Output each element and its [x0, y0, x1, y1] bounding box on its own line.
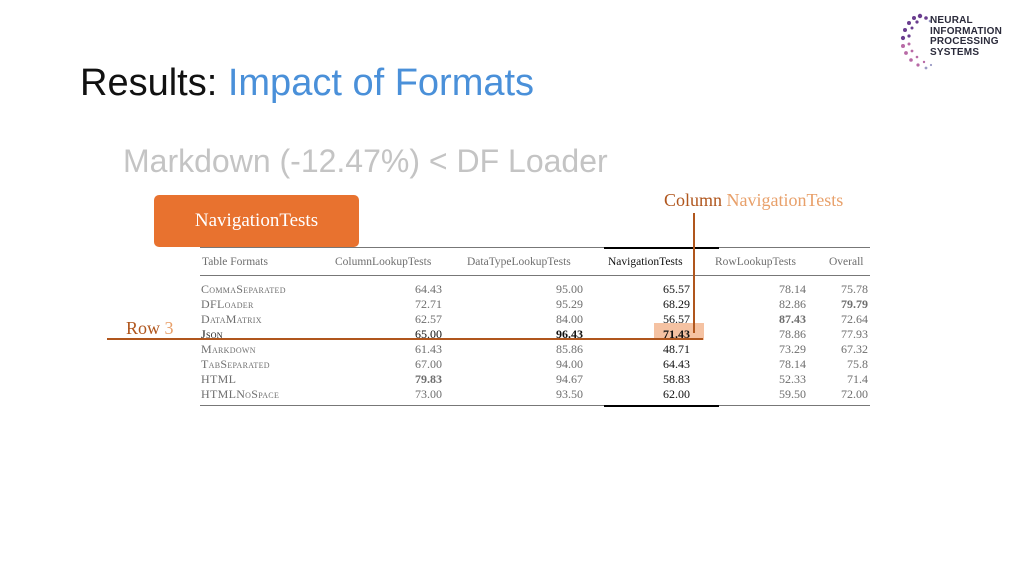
row-format: CommaSeparated	[201, 282, 286, 296]
logo-line: SYSTEMS	[930, 46, 980, 58]
cell-column-lookup: 73.00	[415, 387, 442, 401]
table-header: Table Formats	[202, 256, 268, 268]
cell-column-lookup: 65.00	[415, 327, 442, 341]
cell-column-lookup: 67.00	[415, 357, 442, 371]
page-title: Results: Impact of Formats	[80, 58, 534, 108]
table-header: NavigationTests	[608, 256, 683, 268]
cell-navigation: 62.00	[663, 387, 690, 401]
title-accent: Impact of Formats	[227, 62, 535, 104]
table-header: RowLookupTests	[715, 256, 796, 268]
logo-line: INFORMATION	[930, 25, 1003, 37]
row-format: HTMLNoSpace	[201, 387, 280, 401]
cell-row-lookup: 78.14	[779, 282, 806, 296]
cell-overall: 77.93	[841, 327, 868, 341]
navigation-column-bottom-border	[604, 405, 719, 407]
table-row: CommaSeparated 64.43 95.00 65.57 78.14 7…	[200, 282, 870, 297]
cell-row-lookup: 78.86	[779, 327, 806, 341]
title-prefix: Results:	[80, 62, 218, 104]
table-bottom-rule	[200, 405, 870, 406]
cell-datatype-lookup: 94.67	[556, 372, 583, 386]
cell-datatype-lookup: 84.00	[556, 312, 583, 326]
table-row: HTMLNoSpace 73.00 93.50 62.00 59.50 72.0…	[200, 387, 870, 402]
column-callout-line	[693, 213, 695, 333]
row-callout-line	[107, 338, 703, 340]
cell-datatype-lookup: 94.00	[556, 357, 583, 371]
subtitle: Markdown (-12.47%) < DF Loader	[123, 143, 608, 179]
cell-navigation: 71.43	[663, 327, 690, 341]
table-row: DataMatrix 62.57 84.00 56.57 87.43 72.64	[200, 312, 870, 327]
cell-row-lookup: 59.50	[779, 387, 806, 401]
row-format: DFLoader	[201, 297, 254, 311]
cell-datatype-lookup: 96.43	[556, 327, 583, 341]
cell-overall: 75.8	[847, 357, 868, 371]
cell-navigation: 48.71	[663, 342, 690, 356]
navigation-tests-tag: NavigationTests	[154, 195, 359, 247]
cell-column-lookup: 72.71	[415, 297, 442, 311]
results-table: Table Formats ColumnLookupTests DataType…	[200, 247, 870, 407]
highlighted-cell	[654, 323, 704, 340]
cell-navigation: 58.83	[663, 372, 690, 386]
row-format: HTML	[201, 372, 237, 386]
cell-overall: 72.64	[841, 312, 868, 326]
table-header: Overall	[829, 256, 864, 268]
cell-overall: 67.32	[841, 342, 868, 356]
table-row: Markdown 61.43 85.86 48.71 73.29 67.32	[200, 342, 870, 357]
column-callout-key: Column	[664, 190, 723, 210]
neurips-logo: NEURAL INFORMATION PROCESSING SYSTEMS	[900, 8, 1018, 78]
cell-row-lookup: 87.43	[779, 312, 806, 326]
cell-navigation: 65.57	[663, 282, 690, 296]
column-callout: Column NavigationTests	[664, 190, 843, 211]
logo-text: NEURAL INFORMATION PROCESSING SYSTEMS	[930, 15, 1003, 58]
table-header-rule	[200, 275, 870, 276]
cell-datatype-lookup: 85.86	[556, 342, 583, 356]
logo-line: NEURAL	[930, 15, 973, 26]
table-header: ColumnLookupTests	[335, 256, 432, 268]
cell-navigation: 56.57	[663, 312, 690, 326]
cell-datatype-lookup: 95.00	[556, 282, 583, 296]
table-top-rule	[200, 247, 870, 248]
column-callout-value: NavigationTests	[726, 190, 844, 210]
row-format: Markdown	[201, 342, 256, 356]
table-row: HTML 79.83 94.67 58.83 52.33 71.4	[200, 372, 870, 387]
cell-overall: 79.79	[841, 297, 868, 311]
cell-row-lookup: 73.29	[779, 342, 806, 356]
cell-datatype-lookup: 93.50	[556, 387, 583, 401]
cell-navigation: 68.29	[663, 297, 690, 311]
cell-row-lookup: 52.33	[779, 372, 806, 386]
cell-row-lookup: 82.86	[779, 297, 806, 311]
row-callout-value: 3	[164, 318, 174, 338]
row-format: TabSeparated	[201, 357, 270, 371]
cell-overall: 71.4	[847, 372, 868, 386]
cell-column-lookup: 62.57	[415, 312, 442, 326]
row-callout: Row 3	[126, 318, 174, 339]
cell-overall: 75.78	[841, 282, 868, 296]
cell-overall: 72.00	[841, 387, 868, 401]
logo-line: PROCESSING	[930, 36, 999, 47]
cell-column-lookup: 79.83	[415, 372, 442, 386]
cell-row-lookup: 78.14	[779, 357, 806, 371]
row-format: Json	[201, 327, 223, 341]
cell-column-lookup: 61.43	[415, 342, 442, 356]
cell-column-lookup: 64.43	[415, 282, 442, 296]
neurips-dot-swirl-icon	[900, 13, 933, 70]
cell-datatype-lookup: 95.29	[556, 297, 583, 311]
table-row: Json 65.00 96.43 71.43 78.86 77.93	[200, 327, 870, 342]
row-callout-key: Row	[126, 318, 161, 338]
navigation-column-top-border	[604, 247, 719, 249]
table-row: TabSeparated 67.00 94.00 64.43 78.14 75.…	[200, 357, 870, 372]
cell-navigation: 64.43	[663, 357, 690, 371]
table-header: DataTypeLookupTests	[467, 256, 571, 268]
row-format: DataMatrix	[201, 312, 262, 326]
table-row: DFLoader 72.71 95.29 68.29 82.86 79.79	[200, 297, 870, 312]
